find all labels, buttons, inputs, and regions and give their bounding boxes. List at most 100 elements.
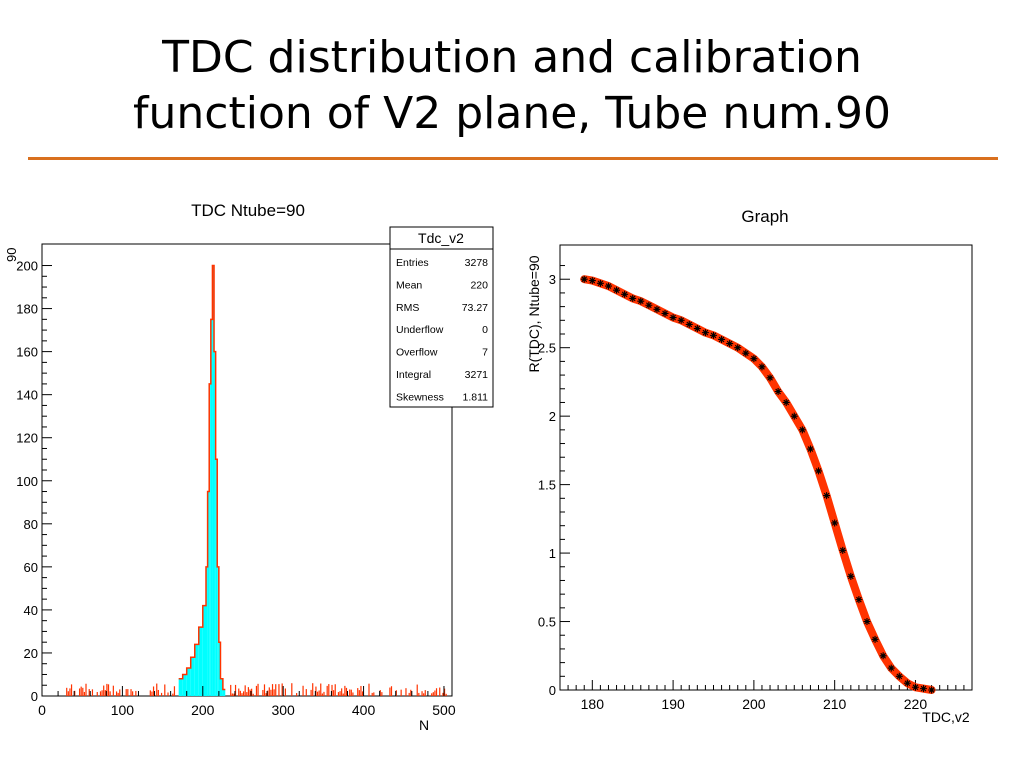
histogram-y-tick-label: 20 <box>24 646 38 661</box>
histogram-background-bin <box>337 692 340 696</box>
histogram-background-bin <box>381 692 383 696</box>
graph-x-ticks: 180 190 200 210 220 <box>567 680 965 712</box>
slide-title: TDC distribution and calibration functio… <box>0 30 1024 142</box>
histogram-background-bin <box>345 687 348 696</box>
histogram-background-bin <box>421 691 423 696</box>
histogram-background-bin <box>442 692 444 696</box>
histogram-background-bin <box>352 692 354 696</box>
graph-point-marker <box>798 426 806 434</box>
histogram-outline <box>178 264 226 691</box>
histogram-background-bin <box>350 689 352 696</box>
histogram-frame <box>41 243 453 697</box>
histogram-y-tick-label: 180 <box>16 302 38 317</box>
histogram-background-bin <box>379 690 381 696</box>
stats-row-label: Entries <box>396 257 429 269</box>
graph-point-marker <box>669 314 677 322</box>
histogram-y-tick-label: 40 <box>24 603 38 618</box>
histogram-background-bin <box>91 689 94 696</box>
histogram-background-bin <box>357 688 359 696</box>
histogram-background-bin <box>339 691 341 696</box>
histogram-background-bin <box>96 692 98 696</box>
histogram-background-bin <box>127 689 129 696</box>
histogram-background-bin <box>109 691 111 696</box>
histogram-background-bin <box>85 683 87 696</box>
histogram-background-bin <box>69 688 71 696</box>
histogram-background-bin <box>331 684 333 696</box>
histogram-background-bin <box>246 692 248 696</box>
histogram-bar <box>206 566 208 696</box>
histogram-background-bin <box>233 693 235 696</box>
slide-title-line-2: function of V2 plane, Tube num.90 <box>133 88 891 139</box>
graph-point-marker <box>588 277 596 285</box>
histogram-background-bin <box>316 691 319 696</box>
histogram-bar <box>217 566 219 696</box>
histogram-background-bin <box>263 684 266 696</box>
histogram-x-label: N <box>419 717 429 733</box>
histogram-background-bin <box>167 692 169 696</box>
histogram-background-bin <box>160 692 163 696</box>
histogram-chart: TDC Ntube=90 0 100 200 300 400 500 0 20 40 60 80 1… <box>4 201 494 733</box>
histogram-background-bin <box>333 690 335 696</box>
histogram-background-bin <box>424 690 426 696</box>
histogram-background-bin <box>157 689 159 696</box>
stats-row-value: 3278 <box>465 257 489 269</box>
graph-point-marker <box>815 467 823 475</box>
histogram-background-bin <box>273 689 275 696</box>
histogram-background-bin <box>328 684 330 696</box>
graph-point-marker <box>871 635 879 643</box>
graph-point-marker <box>709 331 717 339</box>
histogram-background-bin <box>255 685 258 696</box>
histogram-background-bin <box>67 691 69 696</box>
stats-row-label: Integral <box>396 369 431 381</box>
histogram-bar <box>222 689 226 696</box>
histogram-background-bin <box>271 684 274 696</box>
histogram-background-bin <box>405 688 407 696</box>
graph-point-marker <box>677 316 685 324</box>
graph-point-marker <box>580 275 588 283</box>
graph-point-marker <box>758 363 766 371</box>
histogram-background-bin <box>173 686 176 696</box>
histogram-background-bin <box>341 688 343 696</box>
graph-point-marker <box>742 349 750 357</box>
graph-point-marker <box>911 683 919 691</box>
histogram-background-bin <box>164 684 166 696</box>
stats-box-name: Tdc_v2 <box>418 230 464 246</box>
histogram-bar <box>209 383 211 696</box>
histogram-background-bin <box>104 690 106 696</box>
histogram-background-bin <box>267 690 269 696</box>
histogram-x-tick-label: 500 <box>432 702 456 718</box>
graph-frame <box>559 244 973 691</box>
histogram-background-bin <box>395 690 397 696</box>
graph-point-marker <box>766 374 774 382</box>
histogram-background-bin <box>82 687 84 696</box>
histogram-background-bin <box>119 689 121 696</box>
histogram-background-bin <box>321 693 323 696</box>
histogram-background-bin <box>439 687 441 696</box>
stats-row-label: Overflow <box>396 347 438 359</box>
graph-x-tick-label: 190 <box>661 696 685 712</box>
histogram-background-bin <box>418 692 420 696</box>
graph-point-marker <box>645 301 653 309</box>
histogram-y-tick-label: 60 <box>24 560 38 575</box>
graph-point-marker <box>920 685 928 693</box>
graph-x-tick-label: 210 <box>823 696 847 712</box>
graph-point-marker <box>903 679 911 687</box>
histogram-background-bin <box>275 684 277 696</box>
histogram-bar <box>220 678 223 696</box>
histogram-background-bin <box>249 689 251 696</box>
histogram-background-bin <box>74 690 76 696</box>
histogram-background-bin <box>231 693 233 696</box>
stats-row-label: Mean <box>396 279 422 291</box>
histogram-background-bin <box>435 688 438 696</box>
graph-point-marker <box>750 355 758 363</box>
graph-point-marker <box>604 282 612 290</box>
histogram-background-bin <box>296 693 298 696</box>
stats-row-label: RMS <box>396 302 419 314</box>
histogram-bar <box>214 351 216 696</box>
histogram-background-bin <box>281 683 283 696</box>
histogram-background-bin <box>318 690 320 696</box>
histogram-background-bin <box>265 693 267 696</box>
graph-y-tick-label: 0 <box>549 683 556 698</box>
histogram-background-bin <box>238 688 240 696</box>
histogram-background-bin <box>445 693 447 696</box>
